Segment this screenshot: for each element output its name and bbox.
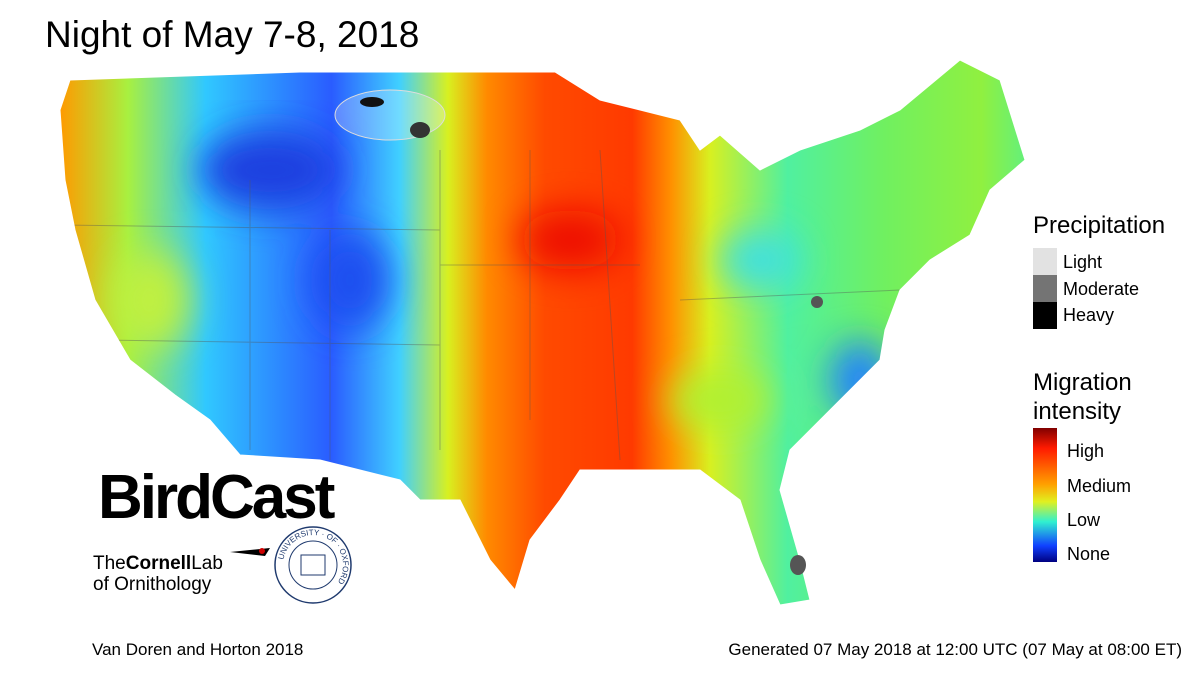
logo-text: Lab — [191, 553, 223, 574]
footer-credit: Van Doren and Horton 2018 — [92, 640, 304, 659]
swatch — [1033, 302, 1057, 329]
migration-map — [60, 60, 1025, 605]
cornell-bird — [230, 548, 270, 556]
swatch — [1033, 248, 1057, 275]
legend-item: Medium — [1067, 476, 1132, 496]
legend-item: Low — [1067, 510, 1101, 530]
legend-item: None — [1067, 544, 1111, 564]
legend-item: High — [1067, 441, 1105, 461]
swatch — [1033, 275, 1057, 302]
footer-generated: Generated 07 May 2018 at 12:00 UTC (07 M… — [728, 640, 1182, 659]
colorbar — [1033, 428, 1057, 562]
logo-text: of Ornithology — [93, 574, 212, 595]
legend-item: Moderate — [1063, 279, 1140, 299]
legend-title: Migration intensity — [1033, 369, 1132, 425]
logo-text: The — [93, 553, 126, 574]
oxford-seal: UNIVERSITY · OF · OXFORD — [274, 526, 352, 604]
legend-item: Light — [1063, 252, 1103, 272]
cornell-logo: TheCornellLab of Ornithology — [93, 553, 223, 595]
logo-text: Cornell — [125, 553, 192, 574]
birdcast-logo: BirdCast — [98, 463, 335, 532]
title: Night of May 7-8, 2018 — [45, 14, 420, 55]
precipitation — [334, 89, 823, 575]
legend-item: Heavy — [1063, 305, 1115, 325]
legend-title: Precipitation — [1033, 212, 1166, 239]
